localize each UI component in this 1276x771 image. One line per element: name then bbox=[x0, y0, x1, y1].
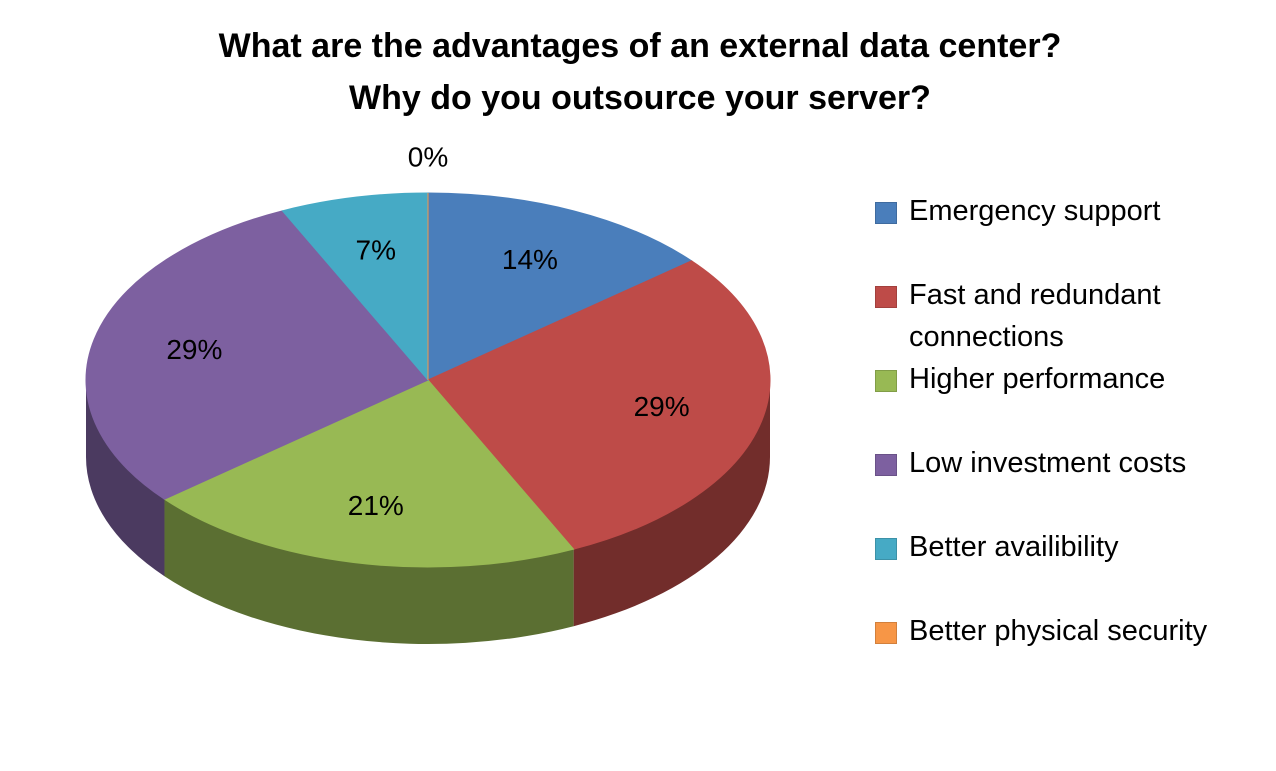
slice bbox=[427, 192, 693, 381]
legend-label: Low investment costs bbox=[909, 447, 1187, 479]
legend: Emergency support Fast and redundant conn… bbox=[875, 192, 1275, 696]
legend-swatch bbox=[875, 622, 897, 644]
data-label: 7% bbox=[356, 235, 396, 266]
chart-title: Why do you outsource your server? bbox=[349, 79, 931, 117]
legend-item: Higher performance bbox=[875, 360, 1275, 444]
legend-item: Low investment costs bbox=[875, 444, 1275, 528]
legend-swatch bbox=[875, 286, 897, 308]
legend-item: Fast and redundant connections bbox=[875, 276, 1275, 360]
data-label: 29% bbox=[166, 334, 222, 365]
slice bbox=[85, 210, 429, 500]
legend-swatch bbox=[875, 538, 897, 560]
slice-side bbox=[86, 380, 165, 577]
legend-item: Better physical security bbox=[875, 612, 1275, 696]
legend-item: Better availibility bbox=[875, 528, 1275, 612]
legend-swatch bbox=[875, 202, 897, 224]
legend-swatch bbox=[875, 454, 897, 476]
data-label: 14% bbox=[502, 244, 558, 275]
legend-label: Better availibility bbox=[909, 531, 1119, 563]
data-label: 21% bbox=[348, 490, 404, 521]
slice bbox=[427, 260, 771, 550]
slice-side bbox=[573, 380, 770, 627]
legend-label: Fast and redundant connections bbox=[909, 279, 1161, 353]
legend-label: Emergency support bbox=[909, 195, 1161, 227]
data-label: 29% bbox=[634, 391, 690, 422]
chart-title: What are the advantages of an external d… bbox=[219, 27, 1062, 65]
slice-side bbox=[164, 499, 574, 644]
legend-item: Emergency support bbox=[875, 192, 1275, 276]
legend-swatch bbox=[875, 370, 897, 392]
slice bbox=[281, 192, 429, 382]
data-label: 0% bbox=[408, 142, 448, 173]
legend-label: Better physical security bbox=[909, 615, 1208, 647]
slice bbox=[163, 379, 575, 568]
legend-label: Higher performance bbox=[909, 363, 1166, 395]
